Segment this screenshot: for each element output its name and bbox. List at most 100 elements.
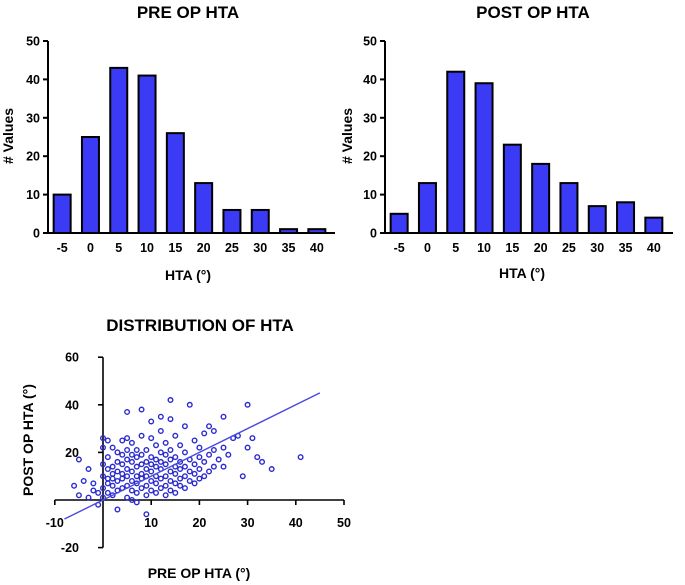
scatter-point xyxy=(124,435,131,442)
scatter-point xyxy=(167,416,174,423)
scatter-series xyxy=(71,397,304,518)
x-tick-label: 5 xyxy=(452,241,459,255)
bar xyxy=(446,70,466,234)
scatter-point xyxy=(99,485,106,492)
scatter-point xyxy=(181,449,188,456)
bar xyxy=(389,212,409,235)
bar xyxy=(165,132,185,234)
scatter-point xyxy=(124,408,131,415)
scatter-point xyxy=(143,447,150,454)
x-tick-label: 40 xyxy=(289,516,303,530)
scatter-point xyxy=(157,449,164,456)
axes: -5 0 5 10 15 20 25 30 35 40 0 10 20 30 40 50 xyxy=(363,35,673,255)
scatter-point xyxy=(114,477,121,484)
scatter-point xyxy=(124,473,131,480)
scatter-point xyxy=(114,449,121,456)
scatter-point xyxy=(191,470,198,477)
x-tick-label: 40 xyxy=(310,241,324,255)
scatter-point xyxy=(177,475,184,482)
scatter-point xyxy=(148,461,155,468)
scatter-point xyxy=(206,451,213,458)
scatter-point xyxy=(172,480,179,487)
scatter-point xyxy=(186,468,193,475)
y-tick-label: 30 xyxy=(363,111,377,125)
y-tick-label: 40 xyxy=(26,73,40,87)
scatter-point xyxy=(133,499,140,506)
y-tick-label: 30 xyxy=(26,111,40,125)
chart-distribution-of-hta: DISTRIBUTION OF HTA POST OP HTA (°) PRE … xyxy=(20,316,351,581)
scatter-point xyxy=(128,439,135,446)
scatter-point xyxy=(128,451,135,458)
regression-line-group xyxy=(64,392,321,520)
x-tick-label: -10 xyxy=(46,516,64,530)
scatter-point xyxy=(104,466,111,473)
scatter-point xyxy=(71,482,78,489)
scatter-point xyxy=(104,475,111,482)
scatter-point xyxy=(162,473,169,480)
scatter-point xyxy=(109,492,116,499)
scatter-point xyxy=(177,442,184,449)
x-axis-label: HTA (°) xyxy=(499,265,545,281)
scatter-point xyxy=(157,485,164,492)
x-tick-label: 0 xyxy=(424,241,431,255)
bar xyxy=(474,82,494,234)
scatter-point xyxy=(124,456,131,463)
scatter-point xyxy=(191,437,198,444)
chart-pre-op-hta: PRE OP HTA # Values HTA (°) -5 0 5 10 15 20 25… xyxy=(0,3,335,283)
x-axis-label: PRE OP HTA (°) xyxy=(148,565,251,581)
x-axis-label: HTA (°) xyxy=(165,267,211,283)
scatter-point xyxy=(181,485,188,492)
scatter-point xyxy=(119,470,126,477)
scatter-point xyxy=(172,470,179,477)
scatter-point xyxy=(177,466,184,473)
x-tick-label: 10 xyxy=(144,516,158,530)
scatter-point xyxy=(167,397,174,404)
scatter-point xyxy=(138,432,145,439)
scatter-point xyxy=(220,444,227,451)
scatter-point xyxy=(196,466,203,473)
scatter-point xyxy=(75,492,82,499)
scatter-point xyxy=(196,475,203,482)
y-tick-label: 0 xyxy=(33,227,40,241)
axes: -5 0 5 10 15 20 25 30 35 40 0 10 20 30 40 50 xyxy=(26,35,335,255)
y-tick-label: 20 xyxy=(26,150,40,164)
y-tick-label: 20 xyxy=(65,446,79,460)
scatter-point xyxy=(143,492,150,499)
y-tick-label: 40 xyxy=(363,73,377,87)
x-tick-label: 35 xyxy=(619,241,633,255)
scatter-point xyxy=(201,473,208,480)
bar xyxy=(644,216,664,234)
bar xyxy=(52,193,72,235)
scatter-point xyxy=(128,468,135,475)
scatter-point xyxy=(210,463,217,470)
scatter-point xyxy=(143,458,150,465)
scatter-point xyxy=(128,487,135,494)
y-tick-label: 50 xyxy=(363,35,377,49)
x-tick-label: 20 xyxy=(197,241,211,255)
scatter-point xyxy=(124,494,131,501)
y-axis-label: # Values xyxy=(339,108,355,164)
scatter-point xyxy=(249,435,256,442)
y-tick-label: 50 xyxy=(26,35,40,49)
scatter-point xyxy=(138,485,145,492)
scatter-point xyxy=(114,458,121,465)
scatter-point xyxy=(153,442,160,449)
x-tick-label: 30 xyxy=(253,241,267,255)
chart-title: PRE OP HTA xyxy=(137,3,239,22)
scatter-point xyxy=(167,477,174,484)
scatter-point xyxy=(75,456,82,463)
scatter-point xyxy=(109,470,116,477)
scatter-point xyxy=(80,477,87,484)
scatter-point xyxy=(196,444,203,451)
bar xyxy=(222,208,242,235)
scatter-point xyxy=(215,456,222,463)
scatter-point xyxy=(268,466,275,473)
scatter-point xyxy=(148,454,155,461)
scatter-point xyxy=(162,439,169,446)
scatter-point xyxy=(172,432,179,439)
bar xyxy=(502,143,522,234)
scatter-point xyxy=(133,473,140,480)
scatter-point xyxy=(162,492,169,499)
scatter-point xyxy=(90,480,97,487)
